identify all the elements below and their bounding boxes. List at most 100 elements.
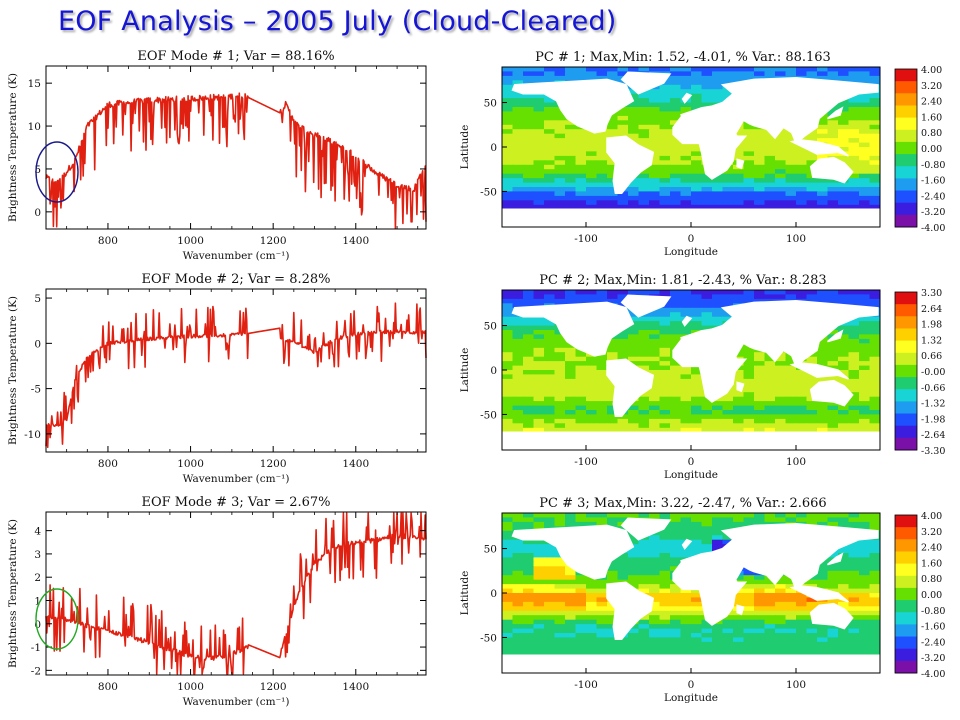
field-cell <box>659 579 671 585</box>
field-cell <box>533 361 545 367</box>
field-cell <box>743 633 755 638</box>
field-cell <box>512 619 524 625</box>
field-cell <box>628 325 640 331</box>
field-cell <box>859 392 871 398</box>
field-cell <box>869 383 880 389</box>
field-cell <box>638 316 650 322</box>
field-cell <box>691 423 703 429</box>
field-cell <box>691 298 703 304</box>
y-tick-label: -50 <box>480 409 497 421</box>
field-cell <box>554 628 566 634</box>
field-cell <box>869 392 880 398</box>
field-cell <box>806 67 818 72</box>
field-cell <box>565 361 577 367</box>
field-cell <box>743 624 755 630</box>
field-cell <box>848 601 860 607</box>
field-cell <box>649 414 661 420</box>
field-cell <box>670 370 682 375</box>
field-cell <box>544 597 556 603</box>
x-tick-label: 0 <box>688 456 695 468</box>
field-cell <box>775 195 787 201</box>
field-cell <box>859 290 871 295</box>
field-cell <box>691 624 703 630</box>
colorbar-label: -2.64 <box>921 430 945 441</box>
field-cell <box>869 517 880 523</box>
x-tick-label: -100 <box>574 456 598 468</box>
field-cell <box>869 513 880 518</box>
field-cell <box>691 187 703 192</box>
field-cell <box>859 619 871 625</box>
x-tick-label: 100 <box>786 679 806 691</box>
field-cell <box>544 566 556 572</box>
field-cell <box>617 120 629 126</box>
field-cell <box>670 526 682 532</box>
field-cell <box>628 107 640 112</box>
field-cell <box>785 142 797 148</box>
field-cell <box>607 191 619 197</box>
field-cell <box>859 641 871 647</box>
field-cell <box>617 124 629 130</box>
field-cell <box>733 374 745 380</box>
field-cell <box>659 138 671 144</box>
field-cell <box>544 584 556 590</box>
field-cell <box>827 650 839 656</box>
field-cell <box>586 356 598 362</box>
field-cell <box>743 178 755 184</box>
mode1-highlight-ellipse <box>35 141 79 203</box>
field-cell <box>775 290 787 295</box>
field-cell <box>785 361 797 367</box>
field-cell <box>586 204 598 210</box>
field-cell <box>523 361 535 367</box>
field-cell <box>670 535 682 541</box>
field-cell <box>701 98 713 104</box>
field-cell <box>869 80 880 86</box>
field-cell <box>817 361 829 367</box>
field-cell <box>554 365 566 371</box>
field-cell <box>586 427 598 433</box>
field-cell <box>659 553 671 558</box>
field-cell <box>691 178 703 184</box>
field-cell <box>607 343 619 349</box>
field-cell <box>838 138 850 144</box>
field-cell <box>785 151 797 157</box>
land-mask <box>502 654 880 673</box>
field-cell <box>838 633 850 638</box>
field-cell <box>701 191 713 197</box>
field-cell <box>796 650 808 656</box>
field-cell <box>628 628 640 634</box>
field-cell <box>544 75 556 81</box>
field-cell <box>764 138 776 144</box>
field-cell <box>533 316 545 322</box>
field-cell <box>806 195 818 201</box>
field-cell <box>806 401 818 407</box>
field-cell <box>722 396 734 402</box>
field-cell <box>722 619 734 625</box>
field-cell <box>565 405 577 411</box>
field-cell <box>596 173 608 179</box>
field-cell <box>701 178 713 184</box>
field-cell <box>554 423 566 429</box>
field-cell <box>796 513 808 518</box>
field-cell <box>754 164 766 170</box>
field-cell <box>859 575 871 581</box>
field-cell <box>733 129 745 135</box>
field-cell <box>586 641 598 647</box>
field-cell <box>754 650 766 656</box>
field-cell <box>869 641 880 647</box>
field-cell <box>533 129 545 135</box>
field-cell <box>607 383 619 389</box>
field-cell <box>701 67 713 72</box>
field-cell <box>701 89 713 95</box>
field-cell <box>523 593 535 598</box>
field-cell <box>848 593 860 598</box>
field-cell <box>743 370 755 375</box>
field-cell <box>712 67 724 72</box>
field-cell <box>859 601 871 607</box>
field-cell <box>775 624 787 630</box>
field-cell <box>617 557 629 563</box>
field-cell <box>764 290 776 295</box>
colorbar-swatch <box>895 648 917 662</box>
field-cell <box>859 102 871 108</box>
field-cell <box>554 147 566 152</box>
field-cell <box>859 401 871 407</box>
